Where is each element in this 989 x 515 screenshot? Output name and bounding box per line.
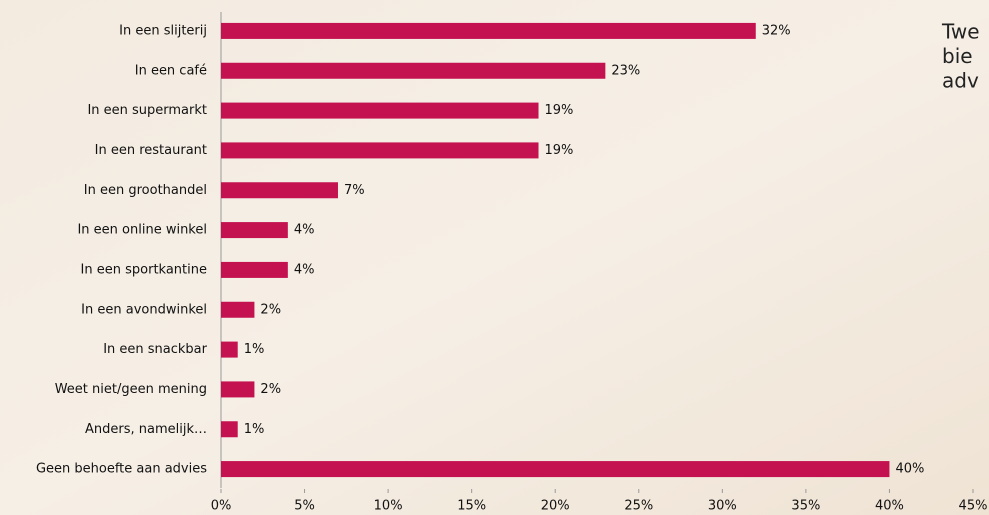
x-tick-label: 5%: [294, 499, 315, 514]
value-label: 32%: [762, 23, 791, 38]
bar: [221, 302, 254, 318]
x-tick-label: 35%: [791, 499, 820, 514]
bar: [221, 421, 238, 437]
x-tick-label: 10%: [374, 499, 403, 514]
value-label: 2%: [260, 302, 281, 317]
x-tick-label: 25%: [624, 499, 653, 514]
category-label: In een slijterij: [119, 23, 207, 38]
category-label: In een groothandel: [84, 183, 207, 198]
value-label: 1%: [244, 342, 265, 357]
x-tick-label: 15%: [457, 499, 486, 514]
bar: [221, 342, 238, 358]
value-label: 19%: [545, 103, 574, 118]
bar: [221, 262, 288, 278]
category-label: In een snackbar: [103, 342, 207, 357]
bar: [221, 103, 539, 119]
annotation: Twe: [941, 20, 980, 44]
value-label: 23%: [611, 63, 640, 78]
bar: [221, 182, 338, 198]
value-label: 4%: [294, 262, 315, 277]
x-tick-label: 30%: [708, 499, 737, 514]
category-label: In een avondwinkel: [81, 302, 207, 317]
bar: [221, 63, 605, 79]
bar: [221, 461, 889, 477]
bar: [221, 222, 288, 238]
bar: [221, 23, 756, 39]
bar: [221, 381, 254, 397]
value-label: 19%: [545, 143, 574, 158]
annotation: adv: [942, 69, 979, 93]
category-label: In een sportkantine: [81, 262, 207, 277]
value-label: 1%: [244, 422, 265, 437]
category-label: Anders, namelijk…: [85, 422, 207, 437]
category-label: In een online winkel: [77, 223, 207, 238]
x-tick-label: 45%: [959, 499, 988, 514]
bar: [221, 142, 539, 158]
chart: 0% 5% 10% 15% 20% 25% 30% 35% 40% 45% In een slijt…: [0, 0, 989, 515]
category-label: In een café: [135, 63, 207, 78]
annotation: bie: [942, 44, 973, 68]
category-label: In een restaurant: [95, 143, 207, 158]
category-label: Weet niet/geen mening: [55, 382, 207, 397]
value-label: 2%: [260, 382, 281, 397]
x-tick-label: 0%: [211, 499, 232, 514]
page: 0% 5% 10% 15% 20% 25% 30% 35% 40% 45% In een slijt…: [0, 0, 989, 515]
category-label: Geen behoefte aan advies: [36, 462, 207, 477]
value-label: 4%: [294, 223, 315, 238]
value-label: 40%: [895, 462, 924, 477]
category-label: In een supermarkt: [87, 103, 207, 118]
value-label: 7%: [344, 183, 365, 198]
x-tick-label: 20%: [541, 499, 570, 514]
x-tick-label: 40%: [875, 499, 904, 514]
